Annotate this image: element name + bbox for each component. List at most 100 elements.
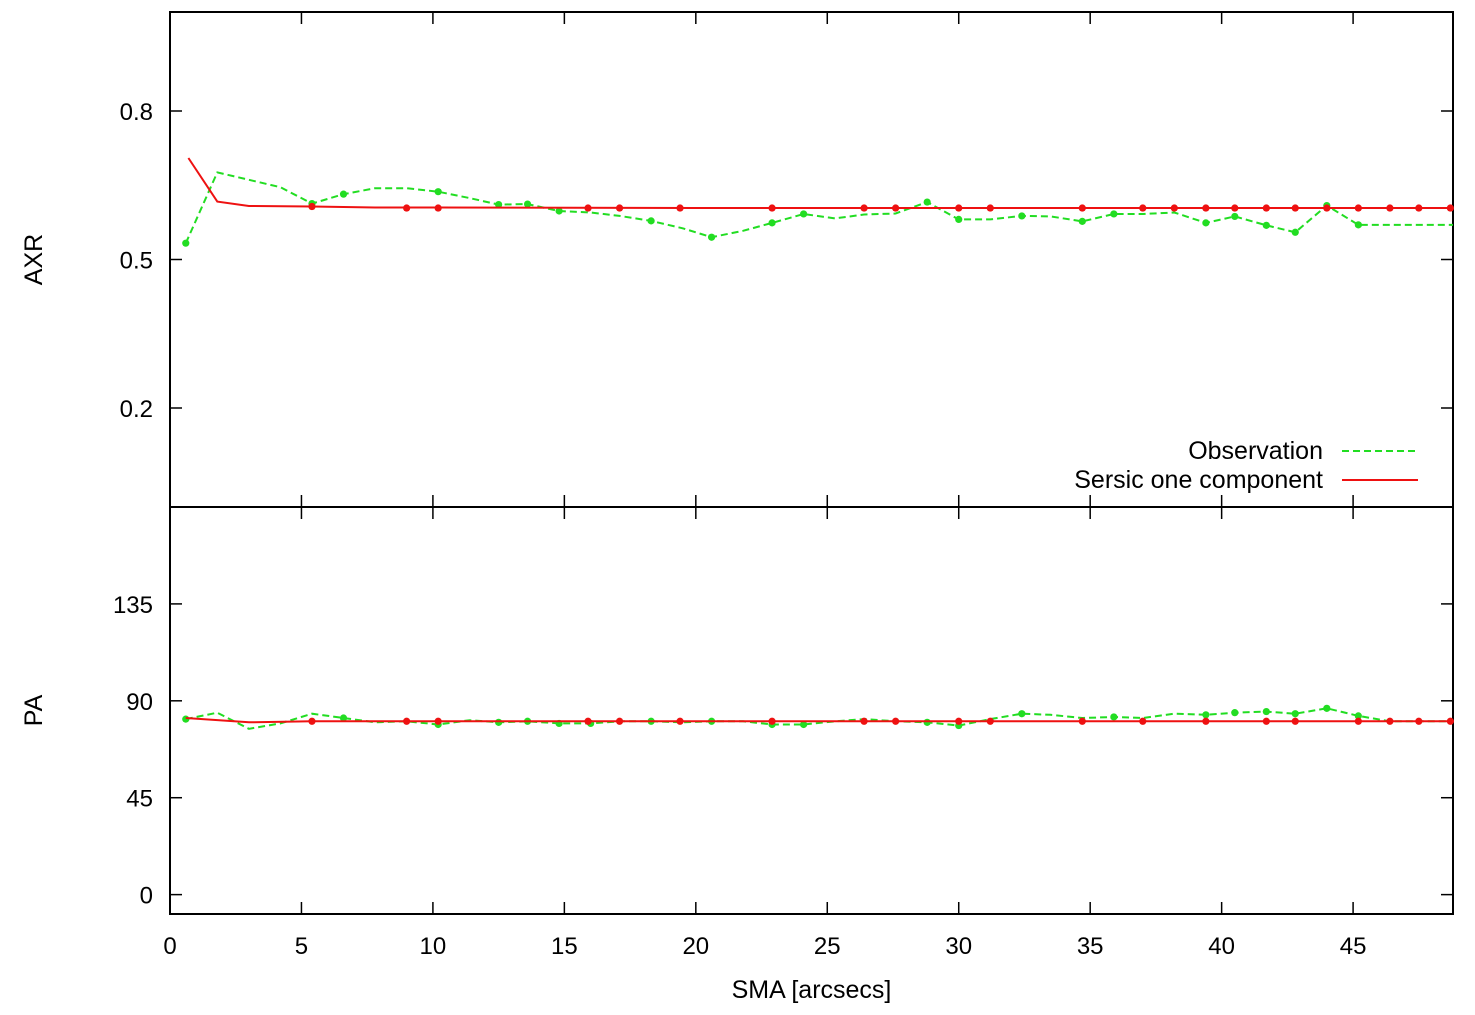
series-line-observation (184, 171, 1453, 244)
data-point-sersic-one-component (860, 204, 868, 212)
y-axis-label: AXR (20, 234, 48, 285)
data-point-sersic-one-component (1323, 204, 1331, 212)
data-point-sersic-one-component (1231, 204, 1239, 212)
data-point-sersic-one-component (434, 204, 442, 212)
data-point-sersic-one-component (955, 204, 963, 212)
data-point-sersic-one-component (768, 204, 776, 212)
x-tick-label: 30 (945, 933, 972, 960)
legend-label-observation: Observation (1188, 437, 1323, 465)
data-point-observation (1231, 212, 1239, 221)
data-point-observation (1262, 707, 1270, 716)
data-point-observation (923, 198, 931, 206)
series-line-sersic-one-component (185, 717, 1453, 724)
data-point-sersic-one-component (768, 717, 776, 725)
data-point-sersic-one-component (308, 717, 316, 725)
data-point-sersic-one-component (986, 717, 994, 725)
data-point-sersic-one-component (1291, 717, 1299, 725)
data-point-observation (523, 200, 532, 208)
y-axis-label: PA (20, 694, 48, 726)
data-point-observation (1078, 217, 1086, 225)
data-point-sersic-one-component (1446, 717, 1454, 725)
data-point-sersic-one-component (1386, 204, 1394, 212)
plot-frame (169, 506, 1454, 915)
data-point-observation (1018, 212, 1026, 220)
data-point-sersic-one-component (1139, 204, 1147, 212)
y-tick-label: 0.8 (120, 99, 153, 126)
y-tick-label: 0.5 (120, 248, 153, 275)
y-tick-label: 135 (113, 592, 153, 619)
data-point-sersic-one-component (1415, 204, 1423, 212)
data-point-observation (800, 210, 808, 218)
x-tick-label: 10 (420, 933, 447, 960)
data-point-observation (707, 233, 716, 241)
data-point-sersic-one-component (1262, 204, 1270, 212)
data-point-sersic-one-component (892, 717, 900, 725)
data-point-observation (1354, 221, 1362, 229)
x-tick-label: 5 (295, 933, 308, 960)
data-point-sersic-one-component (1354, 204, 1362, 212)
data-point-observation (339, 190, 348, 198)
data-point-sersic-one-component (615, 717, 624, 725)
data-point-observation (1202, 219, 1210, 227)
data-point-observation (768, 219, 776, 227)
data-point-observation (339, 714, 348, 722)
legend-label-sersic: Sersic one component (1074, 466, 1323, 494)
data-point-observation (555, 207, 563, 215)
data-point-sersic-one-component (584, 717, 592, 725)
x-tick-label: 45 (1340, 933, 1367, 960)
y-tick-label: 45 (126, 786, 153, 813)
data-point-sersic-one-component (1291, 204, 1299, 212)
data-point-sersic-one-component (676, 204, 684, 212)
data-point-sersic-one-component (1170, 204, 1178, 212)
data-point-observation (1231, 709, 1239, 717)
data-point-sersic-one-component (615, 204, 624, 212)
y-tick-label: 0.2 (120, 396, 153, 423)
data-point-sersic-one-component (1078, 204, 1086, 212)
x-tick-label: 15 (551, 933, 578, 960)
data-point-observation (1110, 210, 1118, 218)
data-point-observation (1291, 710, 1299, 718)
x-tick-label: 20 (682, 933, 709, 960)
data-point-sersic-one-component (584, 204, 592, 212)
data-point-observation (1323, 704, 1331, 712)
y-tick-label: 0 (140, 883, 153, 910)
data-point-sersic-one-component (955, 717, 963, 725)
data-point-sersic-one-component (1446, 204, 1454, 212)
data-point-sersic-one-component (403, 204, 411, 212)
data-point-observation (800, 720, 808, 729)
data-point-sersic-one-component (1415, 717, 1423, 725)
x-axis-label: SMA [arcsecs] (732, 976, 892, 1004)
data-point-observation (182, 239, 190, 247)
data-point-sersic-one-component (1386, 717, 1394, 725)
data-point-sersic-one-component (308, 202, 316, 211)
data-point-sersic-one-component (403, 717, 411, 725)
x-tick-label: 0 (163, 933, 176, 960)
data-point-sersic-one-component (434, 717, 442, 725)
data-point-sersic-one-component (1354, 717, 1362, 725)
data-point-sersic-one-component (1139, 717, 1147, 725)
data-point-sersic-one-component (1262, 717, 1270, 725)
data-point-sersic-one-component (1078, 717, 1086, 725)
y-tick-label: 90 (126, 689, 153, 716)
plot-frame (169, 11, 1454, 508)
data-point-observation (495, 200, 503, 209)
data-point-sersic-one-component (860, 717, 868, 725)
data-point-sersic-one-component (676, 717, 684, 725)
pa-panel: 0 45 90 135 0 5 10 15 20 25 30 35 40 45 PA SMA [arcsecs… (20, 506, 1454, 1004)
data-point-sersic-one-component (986, 204, 994, 212)
x-tick-label: 25 (814, 933, 841, 960)
data-point-observation (955, 215, 963, 224)
x-tick-label: 35 (1077, 933, 1104, 960)
data-point-observation (434, 188, 442, 196)
data-point-sersic-one-component (892, 204, 900, 212)
legend: Observation Sersic one component (1074, 437, 1418, 494)
x-tick-label: 40 (1208, 933, 1235, 960)
data-point-observation (1018, 710, 1026, 718)
data-point-observation (1110, 713, 1118, 721)
data-point-sersic-one-component (1202, 204, 1210, 212)
axr-panel: 0.2 0.5 0.8 AXR (20, 11, 1454, 508)
data-point-observation (1291, 228, 1299, 236)
data-point-observation (923, 718, 931, 726)
data-point-observation (1354, 712, 1362, 720)
